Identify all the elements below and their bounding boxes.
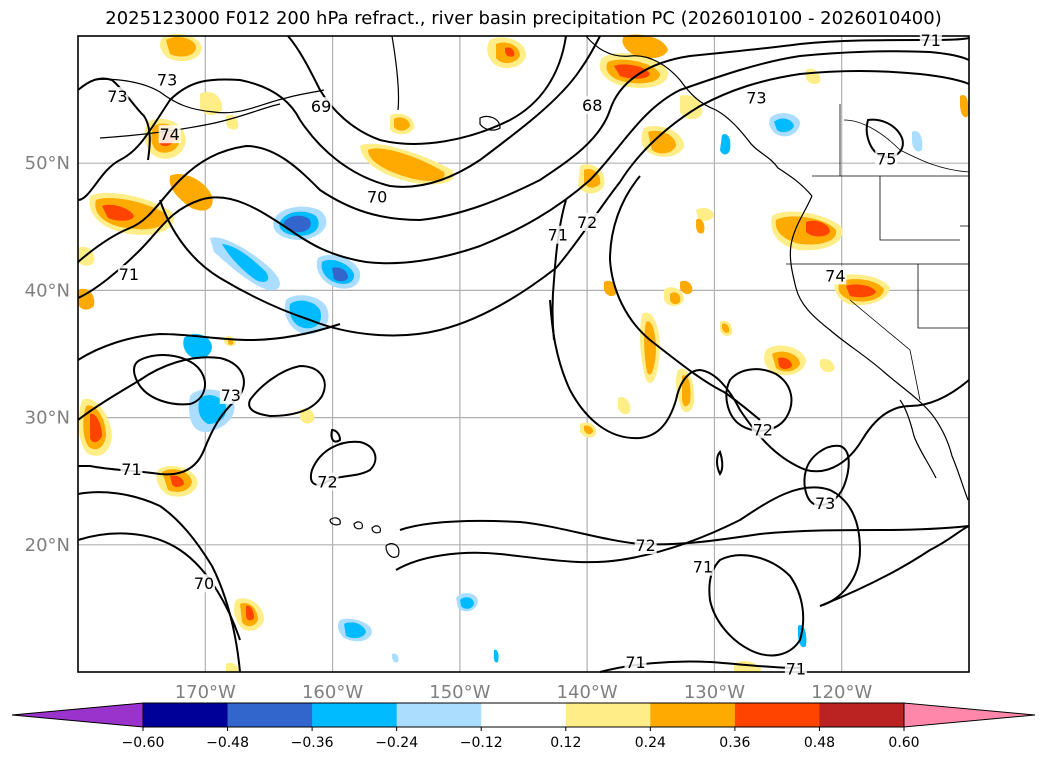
colorbar: −0.60 −0.48 −0.36 −0.24 −0.12 0.12 0.24 0.36 0.4… xyxy=(11,702,1036,751)
lon-tick-label: 120°W xyxy=(811,682,872,703)
svg-text:72: 72 xyxy=(317,472,337,491)
colorbar-segment xyxy=(565,703,651,727)
contour-label: 70 xyxy=(366,187,389,207)
contour-label: 71 xyxy=(117,265,140,284)
contour-label: 74 xyxy=(158,125,181,144)
contour-label: 74 xyxy=(824,266,847,285)
contour-label: 73 xyxy=(745,88,768,107)
map-background xyxy=(78,36,969,672)
contour-label: 72 xyxy=(576,212,599,232)
svg-text:73: 73 xyxy=(221,386,241,405)
colorbar-tick-label: −0.12 xyxy=(460,735,503,751)
svg-text:74: 74 xyxy=(825,266,845,285)
contour-label: 71 xyxy=(691,557,714,577)
colorbar-tick-label: 0.24 xyxy=(635,735,666,751)
contour-label: 71 xyxy=(919,31,942,50)
contour-label: 72 xyxy=(634,536,657,555)
longitude-labels: 170°W 160°W 150°W 140°W 130°W 120°W xyxy=(175,682,873,703)
coastlines xyxy=(93,35,969,558)
svg-text:73: 73 xyxy=(157,71,177,90)
colorbar-segment xyxy=(819,703,905,727)
contour-label: 72 xyxy=(751,420,774,439)
colorbar-under-extend xyxy=(11,702,144,728)
map-title: 2025123000 F012 200 hPa refract., river … xyxy=(105,8,942,29)
contour-label: 72 xyxy=(316,472,339,491)
svg-text:71: 71 xyxy=(119,265,139,284)
contour-label: 70 xyxy=(193,574,216,593)
contour-label: 71 xyxy=(546,225,569,245)
lat-tick-label: 20°N xyxy=(25,535,70,556)
svg-text:71: 71 xyxy=(786,659,806,678)
colorbar-tick-label: −0.48 xyxy=(206,735,249,751)
svg-text:69: 69 xyxy=(311,97,331,116)
svg-text:72: 72 xyxy=(636,536,656,555)
colorbar-segment xyxy=(227,703,313,727)
contour-label: 71 xyxy=(784,659,807,678)
colorbar-tick-label: −0.36 xyxy=(291,735,334,751)
lat-tick-label: 40°N xyxy=(25,280,70,301)
precipitation-shading xyxy=(78,33,969,672)
contour-label: 73 xyxy=(219,385,242,405)
colorbar-segment xyxy=(396,703,482,727)
lon-tick-label: 150°W xyxy=(429,682,490,703)
svg-text:72: 72 xyxy=(577,213,597,232)
svg-text:71: 71 xyxy=(625,653,645,672)
contour-label: 71 xyxy=(120,459,143,479)
svg-text:72: 72 xyxy=(753,420,773,439)
lat-tick-label: 30°N xyxy=(25,408,70,429)
positive-anomaly-areas xyxy=(78,33,969,672)
colorbar-tick-label: −0.60 xyxy=(122,735,165,751)
lon-tick-label: 130°W xyxy=(684,682,745,703)
colorbar-over-extend xyxy=(903,702,1036,728)
lon-tick-label: 170°W xyxy=(175,682,236,703)
svg-text:70: 70 xyxy=(367,188,387,207)
colorbar-segment xyxy=(734,703,820,727)
lat-tick-label: 50°N xyxy=(25,153,70,174)
lon-tick-label: 140°W xyxy=(557,682,618,703)
contour-label: 73 xyxy=(156,70,179,90)
svg-text:74: 74 xyxy=(159,125,179,144)
colorbar-tick-label: −0.24 xyxy=(375,735,418,751)
colorbar-tick-label: 0.12 xyxy=(550,735,581,751)
contour-label: 73 xyxy=(814,494,837,513)
contour-label: 71 xyxy=(624,653,647,672)
colorbar-segment xyxy=(650,703,736,727)
colorbar-segment xyxy=(312,703,398,727)
svg-text:71: 71 xyxy=(121,460,141,479)
svg-text:73: 73 xyxy=(746,88,766,107)
svg-text:75: 75 xyxy=(876,149,896,168)
contour-label: 68 xyxy=(581,95,604,115)
svg-text:71: 71 xyxy=(548,226,568,245)
colorbar-segment xyxy=(143,703,229,727)
contour-labels: 73 73 74 69 68 73 71 75 70 71 72 71 74 73 72 71 72 73 72 71… xyxy=(106,31,942,678)
contour-label: 73 xyxy=(106,87,129,106)
contour-label: 75 xyxy=(875,149,898,168)
lon-tick-label: 160°W xyxy=(302,682,363,703)
colorbar-tick-label: 0.48 xyxy=(804,735,835,751)
svg-text:71: 71 xyxy=(921,31,941,50)
svg-text:70: 70 xyxy=(194,574,214,593)
colorbar-tick-label: 0.60 xyxy=(888,735,919,751)
latitude-labels: 20°N 30°N 40°N 50°N xyxy=(25,153,70,556)
map-frame xyxy=(77,35,970,673)
contour-label: 69 xyxy=(310,97,333,116)
colorbar-tick-label: 0.36 xyxy=(719,735,750,751)
svg-text:73: 73 xyxy=(107,87,127,106)
svg-text:71: 71 xyxy=(693,558,713,577)
colorbar-segment xyxy=(481,703,567,727)
svg-text:73: 73 xyxy=(815,494,835,513)
svg-text:68: 68 xyxy=(582,96,602,115)
refractivity-contours xyxy=(77,35,970,673)
